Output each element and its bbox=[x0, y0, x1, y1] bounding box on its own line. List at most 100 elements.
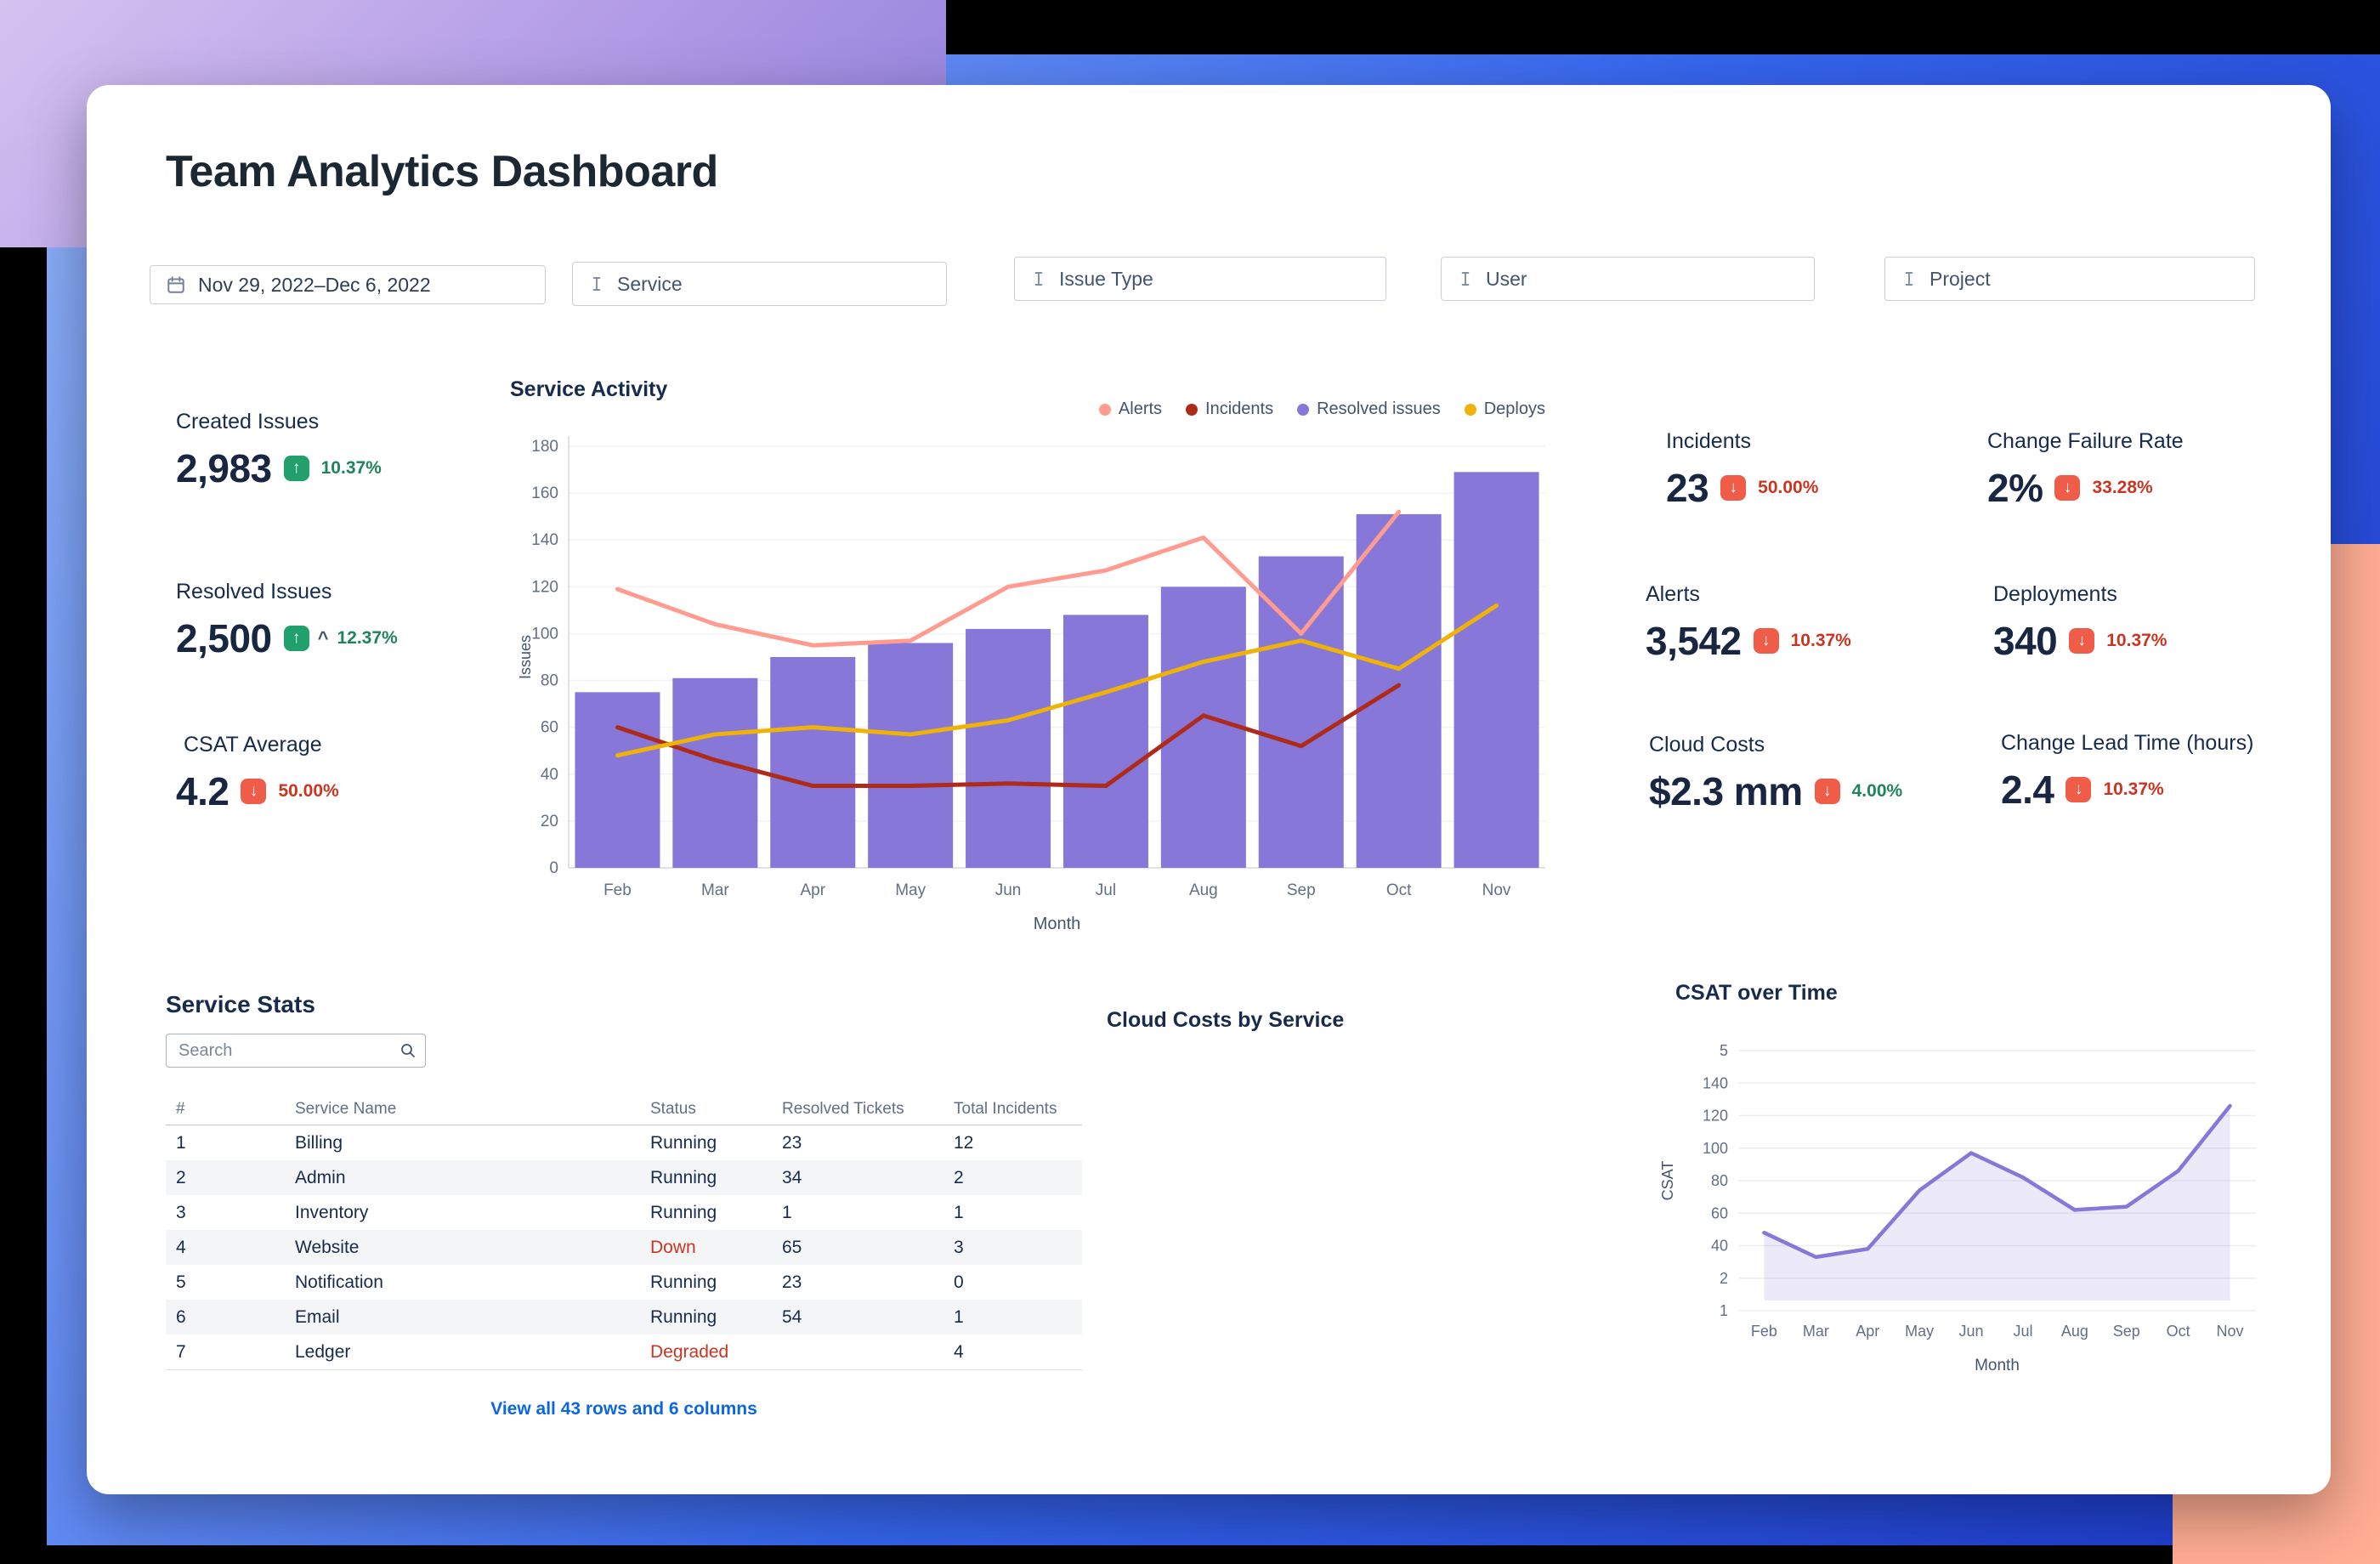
svg-text:Jul: Jul bbox=[2013, 1323, 2032, 1340]
svg-text:0: 0 bbox=[549, 859, 558, 877]
legend-label: Alerts bbox=[1118, 400, 1163, 418]
table-row[interactable]: 6 Email Running 54 1 bbox=[166, 1300, 1082, 1334]
view-all-rows-link[interactable]: View all 43 rows and 6 columns bbox=[490, 1399, 757, 1419]
table-row[interactable]: 5 Notification Running 23 0 bbox=[166, 1265, 1082, 1300]
table-row[interactable]: 7 Ledger Degraded 4 bbox=[166, 1334, 1082, 1369]
svg-text:Nov: Nov bbox=[1482, 881, 1511, 899]
table-cell: 1 bbox=[954, 1202, 964, 1222]
table-cell: 0 bbox=[954, 1272, 964, 1292]
delta-percent: 50.00% bbox=[278, 781, 339, 801]
column-header[interactable]: Service Name bbox=[295, 1099, 397, 1118]
date-range-filter[interactable]: Nov 29, 2022–Dec 6, 2022 bbox=[150, 265, 546, 304]
column-header[interactable]: Status bbox=[650, 1099, 696, 1118]
table-row[interactable]: 4 Website Down 65 3 bbox=[166, 1230, 1082, 1265]
service-stats-search bbox=[166, 1034, 426, 1068]
svg-text:120: 120 bbox=[531, 578, 558, 596]
table-row[interactable]: 1 Billing Running 23 12 bbox=[166, 1125, 1082, 1160]
user-filter[interactable]: User bbox=[1441, 257, 1815, 301]
filter-icon bbox=[1901, 270, 1918, 287]
kpi-csat-average: CSAT Average 4.2 ↓ 50.00% bbox=[176, 733, 339, 814]
svg-text:Sep: Sep bbox=[2113, 1323, 2140, 1340]
calendar-icon bbox=[166, 275, 186, 295]
service-stats-table-header: # Service Name Status Resolved Tickets Total… bbox=[166, 1093, 1082, 1125]
kpi-change-failure-rate: Change Failure Rate 2% ↓ 33.28% bbox=[1987, 429, 2184, 511]
svg-text:Mar: Mar bbox=[1803, 1323, 1829, 1340]
svg-text:1: 1 bbox=[1720, 1302, 1728, 1319]
svg-text:2: 2 bbox=[1720, 1270, 1728, 1287]
kpi-label: Change Lead Time (hours) bbox=[2001, 731, 2254, 755]
trend-up-icon: ↑ bbox=[283, 626, 309, 651]
delta-percent: 50.00% bbox=[1758, 478, 1819, 497]
table-cell: 3 bbox=[176, 1202, 186, 1222]
column-header[interactable]: Resolved Tickets bbox=[782, 1099, 904, 1118]
filter-icon bbox=[1457, 270, 1474, 287]
table-cell: Down bbox=[650, 1237, 696, 1257]
table-cell: 1 bbox=[782, 1202, 792, 1222]
legend-label: Deploys bbox=[1483, 400, 1545, 418]
svg-text:160: 160 bbox=[531, 484, 558, 502]
kpi-label: Alerts bbox=[1646, 582, 1700, 606]
svg-text:Apr: Apr bbox=[800, 881, 825, 899]
csat-over-time-title: CSAT over Time bbox=[1675, 981, 1838, 1005]
svg-text:Apr: Apr bbox=[1856, 1323, 1879, 1340]
legend-item-alerts[interactable]: Alerts bbox=[1098, 400, 1163, 419]
svg-text:140: 140 bbox=[1703, 1074, 1728, 1091]
legend-dot-icon bbox=[1464, 403, 1476, 416]
issue-type-filter[interactable]: Issue Type bbox=[1014, 257, 1386, 301]
svg-text:80: 80 bbox=[541, 672, 558, 690]
kpi-created-issues: Created Issues 2,983 ↑ 10.37% bbox=[176, 410, 382, 491]
date-range-value: Nov 29, 2022–Dec 6, 2022 bbox=[198, 273, 431, 296]
service-activity-title: Service Activity bbox=[510, 377, 668, 401]
table-row[interactable]: 3 Inventory Running 1 1 bbox=[166, 1195, 1082, 1230]
svg-text:Aug: Aug bbox=[1189, 881, 1218, 899]
svg-text:Feb: Feb bbox=[1751, 1323, 1777, 1340]
svg-text:5: 5 bbox=[1720, 1042, 1728, 1059]
table-cell: Running bbox=[650, 1272, 717, 1292]
kpi-label: Incidents bbox=[1666, 429, 1752, 453]
table-cell: Running bbox=[650, 1167, 717, 1187]
kpi-value: 340 bbox=[1993, 619, 2058, 663]
kpi-value: 2% bbox=[1987, 466, 2043, 510]
kpi-label: Created Issues bbox=[176, 410, 320, 434]
legend-item-resolved-issues[interactable]: Resolved issues bbox=[1297, 400, 1441, 419]
dashboard-card: Team Analytics Dashboard Nov 29, 2022–De… bbox=[87, 85, 2331, 1494]
legend-item-incidents[interactable]: Incidents bbox=[1186, 400, 1273, 419]
kpi-value: 4.2 bbox=[176, 769, 230, 813]
table-cell: 3 bbox=[954, 1237, 964, 1257]
svg-text:CSAT: CSAT bbox=[1659, 1161, 1676, 1201]
kpi-value: 2.4 bbox=[2001, 768, 2054, 812]
column-header[interactable]: # bbox=[176, 1099, 185, 1118]
svg-text:60: 60 bbox=[541, 719, 558, 737]
project-filter[interactable]: Project bbox=[1884, 257, 2255, 301]
filter-icon bbox=[588, 275, 605, 292]
page-title: Team Analytics Dashboard bbox=[166, 147, 718, 196]
legend-label: Incidents bbox=[1205, 400, 1274, 418]
kpi-incidents: Incidents 23 ↓ 50.00% bbox=[1666, 429, 1818, 511]
table-cell: Inventory bbox=[295, 1202, 369, 1222]
table-cell: Ledger bbox=[295, 1341, 351, 1362]
table-cell: 7 bbox=[176, 1341, 186, 1362]
service-activity-legend: Alerts Incidents Resolved issues Deploys bbox=[1098, 400, 1545, 419]
svg-text:100: 100 bbox=[531, 625, 558, 643]
table-cell: 23 bbox=[782, 1272, 802, 1292]
table-cell: 4 bbox=[176, 1237, 186, 1257]
svg-text:140: 140 bbox=[531, 531, 558, 549]
search-input[interactable] bbox=[166, 1034, 426, 1068]
svg-text:May: May bbox=[1905, 1323, 1934, 1340]
table-cell: Running bbox=[650, 1202, 717, 1222]
column-header[interactable]: Total Incidents bbox=[954, 1099, 1057, 1118]
cloud-costs-by-service-title: Cloud Costs by Service bbox=[1107, 1008, 1345, 1032]
service-stats-title: Service Stats bbox=[166, 991, 315, 1017]
trend-down-icon: ↓ bbox=[2069, 628, 2095, 654]
trend-down-icon: ↓ bbox=[1720, 475, 1747, 501]
service-filter[interactable]: Service bbox=[572, 262, 947, 306]
service-filter-label: Service bbox=[617, 272, 683, 295]
kpi-value: 3,542 bbox=[1646, 619, 1742, 663]
legend-label: Resolved issues bbox=[1317, 400, 1441, 418]
svg-text:Mar: Mar bbox=[701, 881, 729, 899]
trend-down-icon: ↓ bbox=[2066, 777, 2092, 802]
legend-item-deploys[interactable]: Deploys bbox=[1464, 400, 1545, 419]
table-row[interactable]: 2 Admin Running 34 2 bbox=[166, 1160, 1082, 1195]
table-cell: Email bbox=[295, 1306, 340, 1327]
search-icon bbox=[399, 1041, 417, 1064]
